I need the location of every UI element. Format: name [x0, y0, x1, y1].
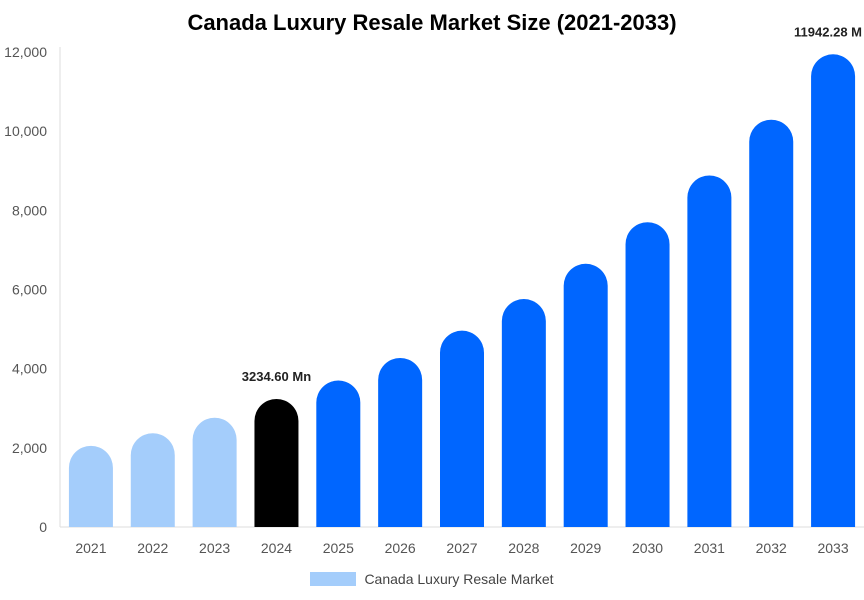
x-tick-label: 2033: [817, 540, 848, 556]
x-tick-label: 2026: [385, 540, 416, 556]
x-tick-label: 2027: [446, 540, 477, 556]
y-tick-label: 6,000: [12, 282, 47, 298]
bar-2029: [563, 263, 608, 527]
x-tick-label: 2025: [323, 540, 354, 556]
bar-2033: [811, 54, 856, 527]
bars: [68, 54, 856, 527]
y-tick-label: 0: [39, 519, 47, 535]
bar-2021: [68, 445, 113, 527]
legend-swatch: [310, 572, 357, 586]
x-tick-label: 2028: [508, 540, 539, 556]
bar-2025: [316, 380, 361, 527]
x-tick-label: 2032: [756, 540, 787, 556]
x-tick-label: 2030: [632, 540, 663, 556]
data-labels: 3234.60 Mn 11942.28 M: [242, 24, 862, 384]
x-tick-label: 2023: [199, 540, 230, 556]
bar-2022: [130, 433, 175, 527]
x-tick-label: 2022: [137, 540, 168, 556]
bar-2031: [687, 175, 732, 527]
bar-2026: [378, 357, 423, 527]
legend: Canada Luxury Resale Market: [0, 571, 864, 587]
x-tick-label: 2031: [694, 540, 725, 556]
y-tick-label: 8,000: [12, 202, 47, 218]
bar-2024: [254, 398, 299, 527]
y-axis: 0 2,000 4,000 6,000 8,000 10,000 12,000: [4, 44, 61, 535]
bar-2027: [440, 330, 484, 527]
bar-2030: [625, 222, 670, 527]
x-tick-label: 2024: [261, 540, 292, 556]
data-label: 3234.60 Mn: [242, 369, 311, 384]
legend-label: Canada Luxury Resale Market: [364, 571, 554, 587]
bar-2028: [501, 299, 546, 527]
x-tick-label: 2029: [570, 540, 601, 556]
y-tick-label: 2,000: [12, 440, 47, 456]
y-tick-label: 10,000: [4, 123, 47, 139]
y-tick-label: 12,000: [4, 44, 47, 60]
bar-2023: [192, 417, 237, 527]
y-tick-label: 4,000: [12, 361, 47, 377]
x-tick-label: 2021: [75, 540, 106, 556]
data-label: 11942.28 M: [794, 24, 862, 39]
x-axis: 2021 2022 2023 2024 2025 2026 2027 2028 2029 2030…: [60, 526, 864, 556]
bar-2032: [749, 119, 794, 527]
chart-title: Canada Luxury Resale Market Size (2021-2…: [187, 10, 677, 35]
